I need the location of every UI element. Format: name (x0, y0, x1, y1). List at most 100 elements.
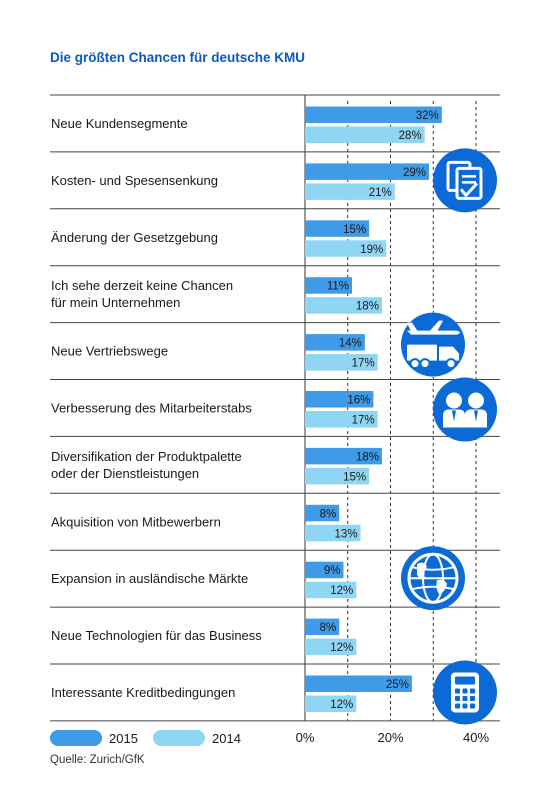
people-icon (433, 377, 497, 442)
category-label: Diversifikation der Produktpalette (51, 449, 242, 464)
calc-display (455, 676, 475, 685)
value-label: 17% (352, 415, 375, 427)
calc-key (462, 688, 468, 694)
bar-2015 (305, 106, 442, 123)
category-label: Expansion in ausländische Märkte (51, 571, 248, 586)
globe-latitude (411, 585, 455, 591)
bar-2015 (305, 334, 365, 351)
truck-cab (439, 346, 459, 361)
x-tick-label: 40% (463, 730, 489, 745)
person-tie (452, 410, 456, 422)
value-label: 8% (320, 622, 337, 634)
plane-body (407, 330, 460, 335)
category-label: Neue Kundensegmente (51, 116, 188, 131)
people-icon-bg (433, 377, 497, 442)
truck-wheel (419, 358, 431, 370)
value-label: 28% (399, 130, 422, 142)
bar-2014 (305, 240, 387, 257)
value-label: 15% (343, 471, 366, 483)
bar-2014 (305, 411, 378, 428)
person-head (468, 392, 484, 409)
calculator-icon (433, 660, 497, 725)
calc-key (455, 695, 460, 701)
plane-wing (429, 320, 443, 332)
bar-2015 (305, 561, 344, 579)
value-label: 9% (324, 565, 341, 577)
category-label: Kosten- und Spesensenkung (51, 173, 218, 188)
value-label: 25% (386, 679, 409, 691)
calc-key (470, 703, 475, 709)
bar-2014 (305, 524, 361, 542)
bar-2014 (305, 183, 395, 200)
value-label: 19% (360, 244, 383, 256)
document-check-icon (433, 148, 497, 213)
x-tick-label: 0% (296, 730, 315, 745)
value-label: 18% (356, 451, 379, 463)
value-label: 12% (330, 699, 353, 711)
globe-latitude (411, 566, 455, 571)
bar-2014 (305, 638, 357, 656)
category-label: Neue Vertriebswege (51, 344, 168, 359)
bar-2015 (305, 163, 429, 180)
bar-2015 (305, 618, 340, 636)
x-tick-label: 20% (377, 730, 403, 745)
value-label: 32% (416, 110, 439, 122)
legend-label: 2014 (212, 731, 241, 746)
value-label: 12% (330, 642, 353, 654)
bar-2014 (305, 695, 357, 712)
category-label: oder der Dienstleistungen (51, 466, 199, 481)
value-label: 13% (335, 528, 358, 540)
bar-2015 (305, 391, 374, 408)
bar-2015 (305, 220, 370, 237)
value-label: 12% (330, 585, 353, 597)
calc-key (455, 703, 460, 709)
bar-2014 (305, 581, 357, 599)
value-label: 18% (356, 301, 379, 313)
chart-title: Die größten Chancen für deutsche KMU (50, 50, 306, 65)
legend-swatch-2015 (50, 730, 102, 746)
calc-key (470, 688, 475, 694)
value-label: 17% (352, 358, 375, 370)
value-label: 29% (403, 167, 426, 179)
legend-label: 2015 (109, 731, 138, 746)
airplane-truck-icon (401, 312, 465, 377)
bar-2015 (305, 504, 340, 522)
truck-wheel (445, 358, 457, 370)
category-label: Ich sehe derzeit keine Chancen (51, 278, 233, 293)
category-label: Änderung der Gesetzgebung (51, 230, 218, 245)
calc-key (455, 688, 460, 694)
legend-swatch-2014 (153, 730, 205, 746)
bar-2015 (305, 447, 382, 465)
truck-wheel (409, 358, 421, 370)
value-label: 15% (343, 224, 366, 236)
globe-continent (436, 579, 447, 595)
calc-key (470, 695, 475, 701)
source-note: Quelle: Zurich/GfK (50, 754, 145, 766)
bar-2014 (305, 354, 378, 371)
person-tie (474, 410, 478, 422)
category-label: Verbesserung des Mitarbeiterstabs (51, 400, 252, 415)
plane-tail (407, 322, 418, 332)
bar-2014 (305, 126, 425, 143)
value-label: 16% (347, 395, 370, 407)
bar-2015 (305, 675, 412, 692)
category-label: Akquisition von Mitbewerbern (51, 514, 221, 529)
person-head (446, 392, 462, 409)
value-label: 11% (327, 281, 349, 293)
globe-icon (401, 546, 465, 611)
calc-key (462, 703, 468, 709)
bar-2014 (305, 467, 370, 485)
value-label: 21% (369, 187, 392, 199)
value-label: 14% (339, 338, 362, 350)
check-mark (459, 182, 479, 198)
category-label: Interessante Kreditbedingungen (51, 685, 235, 700)
bar-2015 (305, 277, 353, 294)
bar-2014 (305, 297, 382, 314)
category-label: Neue Technologien für das Business (51, 628, 262, 643)
globe-continent (417, 562, 427, 579)
truck-trailer (407, 344, 437, 361)
value-label: 8% (320, 508, 337, 520)
category-label: für mein Unternehmen (51, 295, 180, 310)
